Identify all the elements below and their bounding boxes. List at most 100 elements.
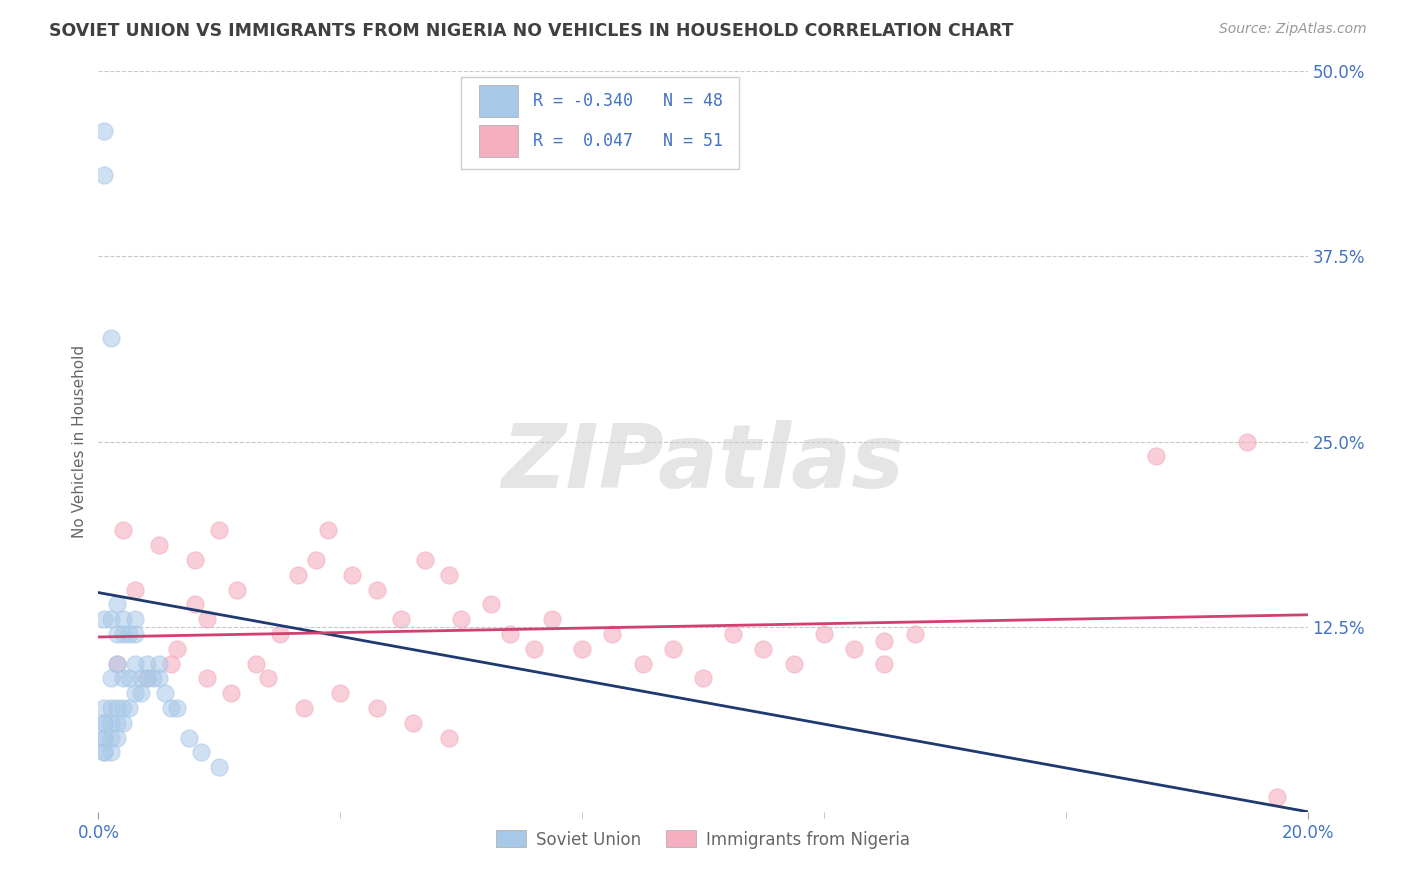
- Point: [100, 331, 122, 345]
- Point: [166, 701, 188, 715]
- Point: [723, 627, 745, 641]
- Point: [316, 524, 339, 538]
- Point: [100, 672, 122, 686]
- Point: [111, 715, 134, 730]
- Point: [366, 582, 388, 597]
- FancyBboxPatch shape: [461, 77, 740, 169]
- Point: [135, 672, 157, 686]
- Point: [305, 553, 328, 567]
- Point: [602, 627, 624, 641]
- Point: [226, 582, 249, 597]
- Point: [329, 686, 352, 700]
- Point: [160, 657, 183, 671]
- Point: [124, 657, 146, 671]
- Point: [179, 731, 201, 745]
- Point: [498, 627, 520, 641]
- Point: [873, 657, 896, 671]
- Point: [105, 657, 128, 671]
- Point: [93, 715, 115, 730]
- Text: R = -0.340   N = 48: R = -0.340 N = 48: [533, 92, 723, 110]
- Point: [481, 598, 503, 612]
- Point: [142, 672, 165, 686]
- Point: [692, 672, 714, 686]
- Point: [124, 686, 146, 700]
- Point: [148, 672, 170, 686]
- Point: [93, 612, 115, 626]
- Point: [269, 627, 291, 641]
- Point: [166, 641, 188, 656]
- Point: [93, 731, 115, 745]
- Point: [437, 567, 460, 582]
- Point: [93, 731, 115, 745]
- Point: [450, 612, 472, 626]
- Point: [93, 123, 115, 137]
- Point: [105, 715, 128, 730]
- Point: [752, 641, 775, 656]
- Point: [208, 760, 231, 774]
- Point: [153, 686, 176, 700]
- Text: Source: ZipAtlas.com: Source: ZipAtlas.com: [1219, 22, 1367, 37]
- Point: [111, 701, 134, 715]
- Point: [571, 641, 593, 656]
- Point: [844, 641, 866, 656]
- Point: [93, 701, 115, 715]
- Point: [93, 168, 115, 182]
- Y-axis label: No Vehicles in Household: No Vehicles in Household: [72, 345, 87, 538]
- Point: [118, 672, 141, 686]
- Point: [342, 567, 364, 582]
- Text: SOVIET UNION VS IMMIGRANTS FROM NIGERIA NO VEHICLES IN HOUSEHOLD CORRELATION CHA: SOVIET UNION VS IMMIGRANTS FROM NIGERIA …: [49, 22, 1014, 40]
- Legend: Soviet Union, Immigrants from Nigeria: Soviet Union, Immigrants from Nigeria: [489, 823, 917, 855]
- Point: [111, 672, 134, 686]
- Text: ZIPatlas: ZIPatlas: [502, 420, 904, 508]
- Text: R =  0.047   N = 51: R = 0.047 N = 51: [533, 132, 723, 150]
- Point: [105, 701, 128, 715]
- Point: [100, 612, 122, 626]
- Point: [631, 657, 654, 671]
- Point: [661, 641, 683, 656]
- Point: [111, 627, 134, 641]
- Point: [111, 612, 134, 626]
- Point: [105, 598, 128, 612]
- FancyBboxPatch shape: [479, 86, 517, 117]
- Point: [1267, 789, 1289, 804]
- Point: [208, 524, 231, 538]
- Point: [245, 657, 267, 671]
- Point: [105, 731, 128, 745]
- Point: [195, 612, 218, 626]
- Point: [148, 657, 170, 671]
- FancyBboxPatch shape: [479, 126, 517, 156]
- Point: [292, 701, 315, 715]
- Point: [287, 567, 309, 582]
- Point: [389, 612, 412, 626]
- Point: [1236, 434, 1258, 449]
- Point: [100, 715, 122, 730]
- Point: [437, 731, 460, 745]
- Point: [195, 672, 218, 686]
- Point: [873, 634, 896, 648]
- Point: [111, 524, 134, 538]
- Point: [118, 627, 141, 641]
- Point: [105, 657, 128, 671]
- Point: [135, 657, 157, 671]
- Point: [523, 641, 546, 656]
- Point: [402, 715, 425, 730]
- Point: [1144, 450, 1167, 464]
- Point: [124, 627, 146, 641]
- Point: [184, 598, 207, 612]
- Point: [93, 746, 115, 760]
- Point: [100, 746, 122, 760]
- Point: [413, 553, 436, 567]
- Point: [124, 612, 146, 626]
- Point: [105, 627, 128, 641]
- Point: [184, 553, 207, 567]
- Point: [904, 627, 927, 641]
- Point: [93, 746, 115, 760]
- Point: [190, 746, 212, 760]
- Point: [366, 701, 388, 715]
- Point: [100, 701, 122, 715]
- Point: [118, 701, 141, 715]
- Point: [93, 715, 115, 730]
- Point: [148, 538, 170, 552]
- Point: [129, 686, 152, 700]
- Point: [100, 731, 122, 745]
